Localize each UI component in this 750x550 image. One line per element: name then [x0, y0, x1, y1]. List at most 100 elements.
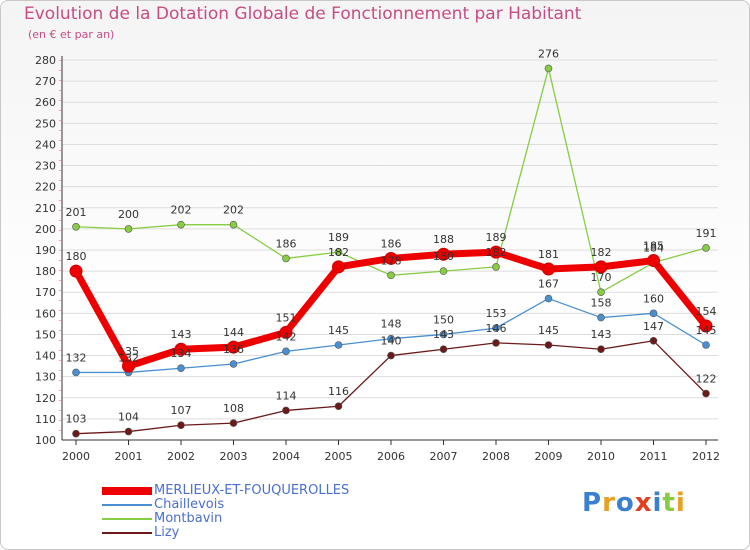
- data-label: 145: [328, 324, 349, 337]
- legend-label: Montbavin: [154, 511, 223, 526]
- data-label: 104: [118, 411, 139, 424]
- y-tick-label: 120: [35, 392, 56, 405]
- data-label: 154: [696, 305, 717, 318]
- data-point: [489, 245, 503, 259]
- x-tick-label: 2000: [62, 450, 90, 463]
- chart-subtitle: (en € et par an): [28, 28, 115, 41]
- data-label: 103: [66, 413, 87, 426]
- y-tick-label: 110: [35, 413, 56, 426]
- data-point: [702, 389, 710, 398]
- data-point: [177, 421, 185, 430]
- data-point: [542, 262, 555, 276]
- data-point: [174, 342, 188, 356]
- data-point: [282, 347, 290, 356]
- y-tick-label: 140: [35, 350, 56, 363]
- data-point: [332, 260, 345, 274]
- data-label: 180: [66, 250, 87, 263]
- data-label: 189: [328, 231, 349, 244]
- y-tick-label: 150: [35, 328, 56, 341]
- data-label: 136: [223, 343, 244, 356]
- y-tick-label: 210: [35, 202, 56, 215]
- data-point: [177, 364, 185, 373]
- data-point: [282, 254, 290, 263]
- data-label: 151: [276, 311, 297, 324]
- data-label: 116: [328, 385, 349, 398]
- data-label: 180: [433, 250, 454, 263]
- data-label: 170: [591, 271, 612, 284]
- x-tick-label: 2011: [640, 450, 668, 463]
- data-point: [492, 339, 500, 347]
- legend-label: MERLIEUX-ET-FOUQUEROLLES: [154, 483, 350, 498]
- legend-label: Chaillevois: [154, 497, 225, 512]
- y-tick-label: 130: [35, 371, 56, 384]
- x-tick-label: 2009: [535, 450, 563, 463]
- data-label: 186: [381, 237, 402, 250]
- data-label: 122: [696, 373, 717, 386]
- data-point: [544, 341, 553, 349]
- data-label: 114: [276, 389, 297, 402]
- data-point: [594, 260, 608, 274]
- data-point: [387, 271, 395, 280]
- data-label: 145: [538, 324, 559, 337]
- y-tick-label: 270: [35, 75, 56, 88]
- x-tick-label: 2012: [692, 450, 720, 463]
- data-label: 158: [591, 297, 612, 310]
- data-point: [597, 313, 605, 322]
- data-point: [279, 325, 293, 339]
- data-label: 184: [643, 242, 664, 255]
- data-point: [177, 220, 185, 229]
- y-tick-label: 200: [35, 223, 56, 236]
- proxiti-logo: Proxiti: [582, 488, 686, 518]
- data-point: [699, 319, 713, 333]
- data-label: 182: [328, 246, 349, 259]
- data-label: 108: [223, 402, 244, 415]
- data-point: [387, 351, 395, 360]
- data-label: 107: [171, 404, 192, 417]
- data-label: 201: [66, 206, 87, 219]
- data-label: 132: [118, 351, 139, 364]
- data-label: 189: [486, 231, 507, 244]
- data-label: 153: [486, 307, 507, 320]
- data-label: 145: [696, 324, 717, 337]
- data-point: [229, 220, 238, 229]
- data-label: 143: [433, 328, 454, 341]
- data-label: 178: [381, 254, 402, 267]
- data-label: 144: [223, 326, 244, 339]
- y-tick-label: 280: [35, 54, 56, 67]
- data-point: [649, 336, 658, 345]
- data-point: [122, 359, 135, 373]
- data-point: [124, 225, 133, 233]
- data-label: 181: [538, 248, 559, 261]
- data-point: [439, 267, 448, 275]
- x-tick-label: 2006: [377, 450, 405, 463]
- data-point: [439, 330, 448, 339]
- data-label: 167: [538, 278, 559, 291]
- data-label: 140: [381, 335, 402, 348]
- data-point: [439, 345, 448, 354]
- y-tick-label: 190: [35, 244, 56, 257]
- data-label: 276: [538, 47, 559, 60]
- data-point: [387, 334, 395, 343]
- data-label: 202: [223, 204, 244, 217]
- data-point: [702, 244, 710, 252]
- data-point: [597, 345, 605, 354]
- data-label: 160: [643, 292, 664, 305]
- data-label: 200: [118, 208, 139, 221]
- data-point: [544, 294, 553, 303]
- data-point: [437, 247, 450, 261]
- y-tick-label: 240: [35, 138, 56, 151]
- x-tick-label: 2002: [167, 450, 195, 463]
- data-point: [702, 341, 710, 349]
- y-tick-label: 250: [35, 117, 56, 130]
- y-tick-label: 260: [35, 96, 56, 109]
- data-point: [492, 324, 500, 332]
- chart-title: Evolution de la Dotation Globale de Fonc…: [24, 4, 582, 24]
- data-point: [229, 419, 238, 427]
- x-tick-label: 2010: [587, 450, 615, 463]
- data-label: 147: [643, 320, 664, 333]
- data-point: [229, 360, 238, 368]
- legend-swatch: [102, 504, 152, 506]
- legend-swatch: [102, 532, 152, 534]
